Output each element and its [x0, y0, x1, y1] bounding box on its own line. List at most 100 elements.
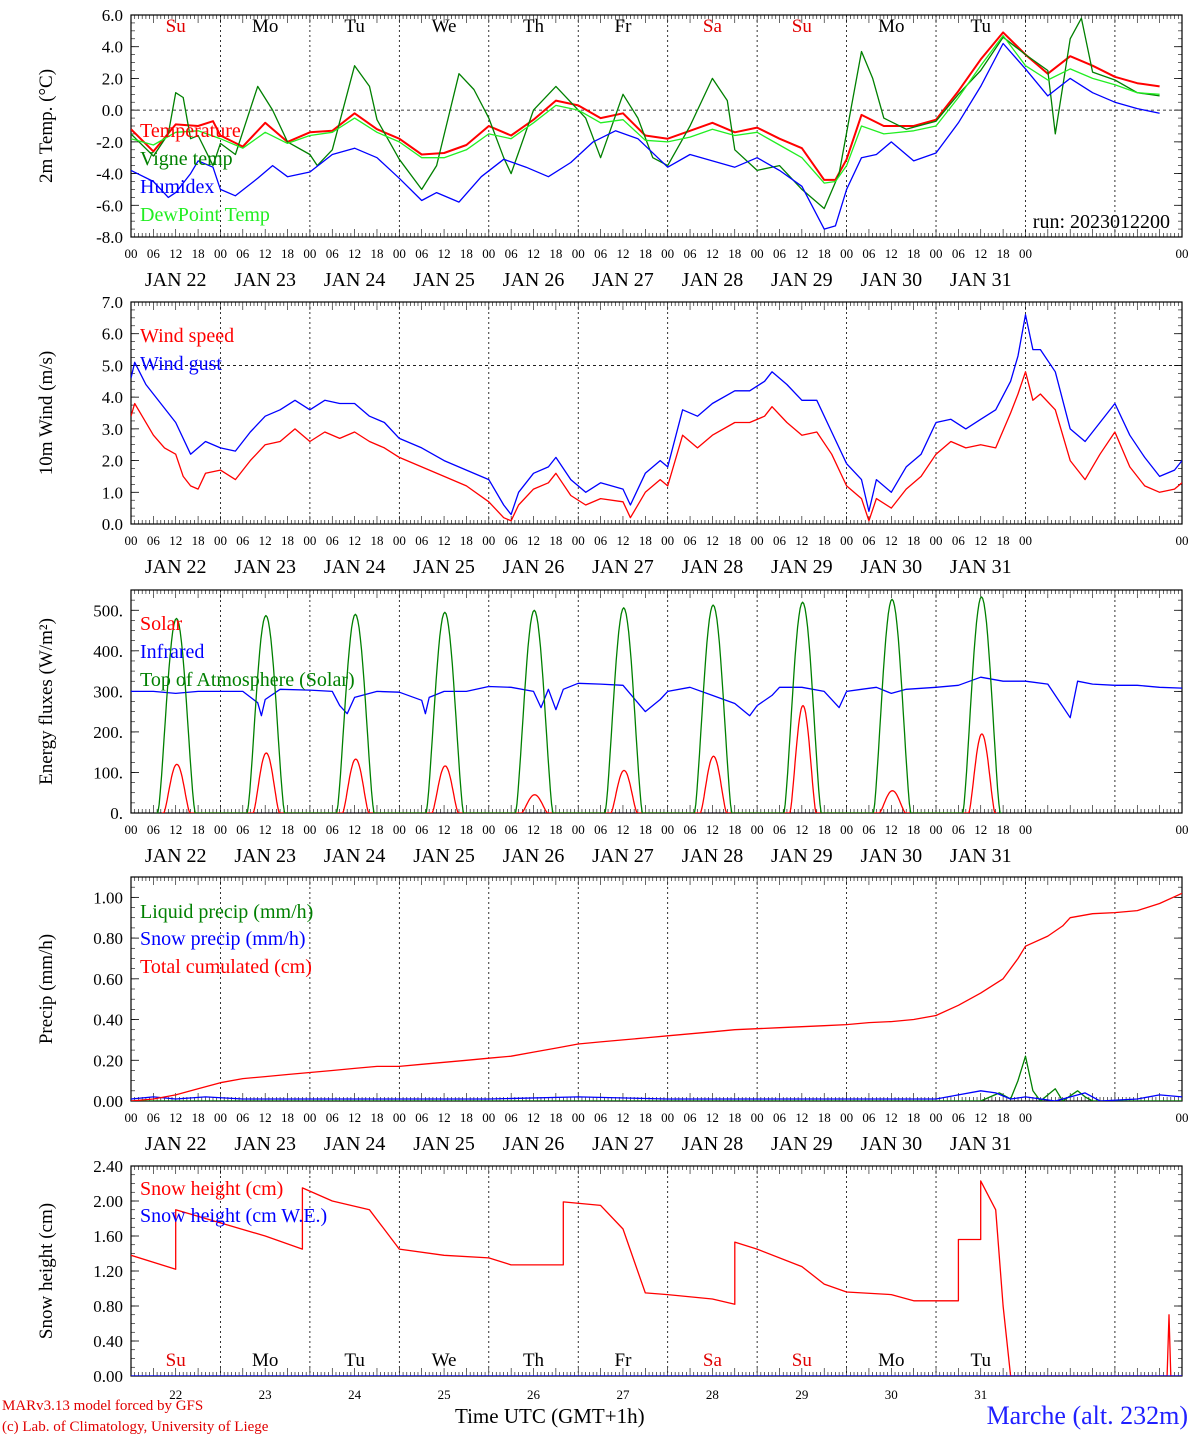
- hour-tick-label: 12: [616, 822, 629, 837]
- hour-tick-label: 18: [549, 533, 562, 548]
- hour-tick-label: 06: [236, 822, 250, 837]
- day-number-label: 24: [348, 1387, 362, 1402]
- date-label: JAN 26: [503, 556, 565, 578]
- hour-tick-label: 00: [303, 533, 316, 548]
- hour-tick-label: 06: [952, 822, 966, 837]
- hour-tick-label: 00: [840, 822, 853, 837]
- hour-tick-label: 00: [303, 1110, 316, 1125]
- hour-tick-label: 12: [527, 246, 540, 261]
- hour-tick-label: 06: [326, 533, 340, 548]
- hour-tick-label: 18: [997, 822, 1010, 837]
- series-line-solar: [161, 704, 997, 813]
- hour-tick-label: 06: [147, 822, 161, 837]
- y-tick-label: 4.0: [102, 38, 123, 57]
- panel-4: 1.00 0.80 0.60 0.40 0.20 0.00 Precip (mm/h) 00 0…: [36, 876, 1189, 1155]
- plot-frame: [130, 589, 1183, 814]
- date-label: JAN 25: [413, 845, 475, 867]
- date-label: JAN 24: [324, 269, 386, 291]
- hour-tick-label: 12: [885, 533, 898, 548]
- hour-tick-label: 00: [125, 246, 138, 261]
- hour-tick-label: 18: [281, 1110, 294, 1125]
- weekday-label: Su: [792, 16, 813, 37]
- hour-tick-label: 18: [281, 246, 294, 261]
- series-line-wind-gust: [131, 314, 1182, 516]
- hour-tick-label: 06: [147, 1110, 161, 1125]
- date-label: JAN 25: [413, 556, 475, 578]
- legend-entry: Humidex: [140, 176, 214, 198]
- date-label: JAN 29: [771, 845, 833, 867]
- date-label: JAN 25: [413, 1133, 475, 1155]
- date-label: JAN 25: [413, 269, 475, 291]
- weekday-label: Th: [523, 1350, 545, 1371]
- hour-tick-label: 18: [370, 246, 383, 261]
- date-label: JAN 27: [592, 845, 654, 867]
- y-tick-label: 0.80: [93, 929, 123, 948]
- hour-tick-label: 06: [415, 1110, 429, 1125]
- hour-tick-label: 12: [706, 1110, 719, 1125]
- hour-tick-label: 18: [997, 1110, 1010, 1125]
- hour-tick-label: 12: [885, 822, 898, 837]
- weekday-label: Su: [792, 1350, 813, 1371]
- date-label: JAN 31: [950, 845, 1012, 867]
- date-label: JAN 28: [682, 845, 744, 867]
- y-tick-label: 0.40: [93, 1332, 123, 1351]
- hour-tick-label: 12: [616, 246, 629, 261]
- date-label: JAN 28: [682, 1133, 744, 1155]
- hour-tick-label: 18: [281, 822, 294, 837]
- hour-tick-label: 12: [527, 822, 540, 837]
- y-tick-label: 300.: [93, 682, 123, 701]
- hour-tick-label: 06: [952, 246, 966, 261]
- series-line-top-of-atmosphere-solar-: [156, 596, 1002, 813]
- hour-tick-label: 18: [818, 1110, 831, 1125]
- plot-frame: [130, 14, 1183, 238]
- hour-tick-label: 06: [684, 1110, 698, 1125]
- legend-entry: Wind gust: [140, 353, 222, 375]
- date-label: JAN 27: [592, 269, 654, 291]
- y-axis-label: 2m Temp. (°C): [36, 69, 57, 183]
- weekday-label: We: [432, 16, 457, 37]
- hour-tick-label: 18: [907, 1110, 920, 1125]
- hour-tick-label: 00: [393, 822, 406, 837]
- hour-tick-label: 18: [728, 533, 741, 548]
- hour-tick-label: 18: [639, 533, 652, 548]
- plot-frame: [130, 1165, 1183, 1377]
- hour-tick-label: 12: [795, 246, 808, 261]
- hour-tick-label: 00: [125, 1110, 138, 1125]
- hour-tick-label: 18: [907, 822, 920, 837]
- hour-tick-label: 06: [236, 246, 250, 261]
- date-label: JAN 22: [145, 845, 207, 867]
- hour-tick-label: 12: [348, 822, 361, 837]
- date-label: JAN 28: [682, 269, 744, 291]
- date-label: JAN 29: [771, 1133, 833, 1155]
- hour-tick-label: 06: [773, 822, 787, 837]
- hour-tick-label: 00: [751, 246, 764, 261]
- date-label: JAN 31: [950, 556, 1012, 578]
- day-number-label: 25: [438, 1387, 451, 1402]
- hour-tick-label: 12: [438, 533, 451, 548]
- y-tick-label: 0.80: [93, 1297, 123, 1316]
- hour-tick-label: 12: [527, 533, 540, 548]
- hour-tick-label: 00: [751, 533, 764, 548]
- hour-tick-label: 00: [1176, 533, 1189, 548]
- hour-tick-label: 00: [661, 822, 674, 837]
- hour-tick-label: 06: [952, 1110, 966, 1125]
- hour-tick-label: 12: [169, 1110, 182, 1125]
- date-label: JAN 28: [682, 556, 744, 578]
- hour-tick-label: 12: [706, 246, 719, 261]
- hour-tick-label: 18: [460, 533, 473, 548]
- hour-tick-label: 00: [393, 246, 406, 261]
- plot-frame: [130, 301, 1183, 525]
- hour-tick-label: 06: [236, 1110, 250, 1125]
- date-label: JAN 22: [145, 269, 207, 291]
- y-tick-label: 0.40: [93, 1011, 123, 1030]
- date-label: JAN 23: [234, 556, 296, 578]
- hour-tick-label: 12: [438, 822, 451, 837]
- series-line-infrared: [131, 676, 1182, 719]
- hour-tick-label: 18: [818, 246, 831, 261]
- hour-tick-label: 00: [482, 533, 495, 548]
- legend-entry: Snow height (cm W.E.): [140, 1205, 327, 1227]
- y-tick-label: 1.0: [102, 483, 123, 502]
- y-tick-label: -2.0: [96, 133, 123, 152]
- hour-tick-label: 18: [728, 822, 741, 837]
- hour-tick-label: 18: [639, 822, 652, 837]
